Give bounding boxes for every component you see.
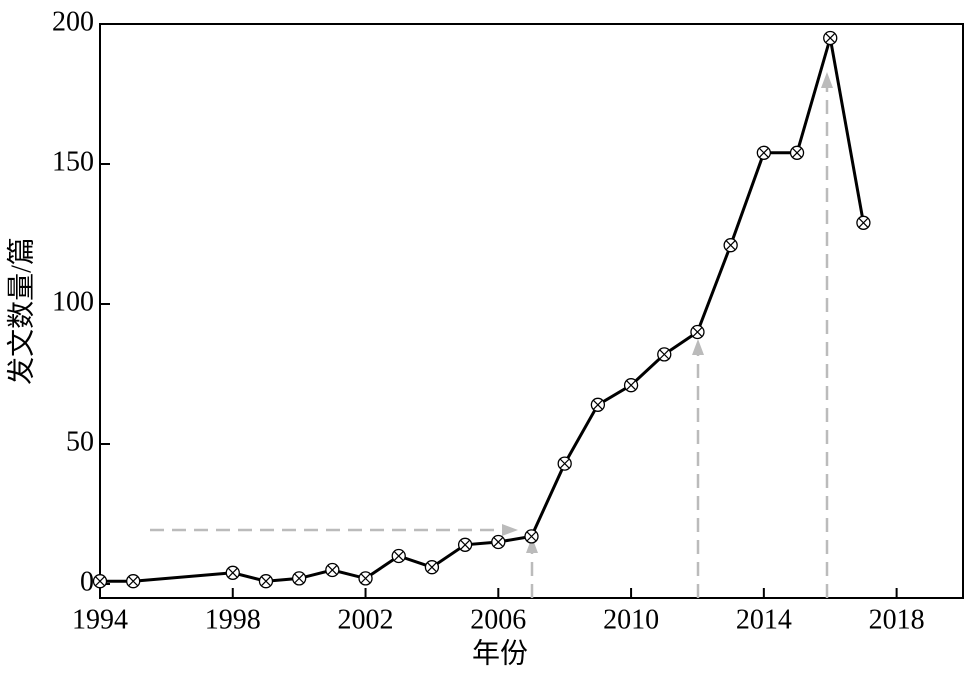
y-tick-label: 200 [52,6,94,37]
data-point [325,562,340,578]
data-point [524,529,539,544]
data-point [424,560,440,575]
data-point [225,565,240,580]
data-point [92,574,108,589]
data-point [358,571,373,586]
data-point [657,347,672,362]
data-point [391,548,406,564]
data-point [292,571,307,586]
x-tick-label: 2006 [470,604,526,635]
data-point [623,378,639,393]
data-point [856,215,871,230]
data-point [457,537,473,552]
x-tick-label: 2018 [869,604,925,635]
data-point [723,238,738,253]
x-tick-label: 1998 [205,604,261,635]
annotation-arrows [150,72,833,598]
y-tick-label: 50 [66,426,94,457]
data-point [756,145,771,160]
y-tick-label: 0 [80,566,94,597]
data-point [258,574,274,589]
data-point [491,534,506,550]
y-axis-label: 发文数量/篇 [5,237,37,385]
x-axis-label: 年份 [472,637,528,669]
y-tick-label: 100 [52,286,94,317]
x-tick-label: 2014 [736,604,792,635]
data-point [126,574,141,589]
x-tick-label: 1994 [72,604,128,635]
data-point [690,324,705,340]
y-tick-label: 150 [52,146,94,177]
x-tick-label: 2002 [338,604,394,635]
data-point [823,30,838,46]
data-point [557,456,572,471]
x-tick-label: 2010 [603,604,659,635]
data-point [789,145,805,160]
series-line [100,37,865,583]
plot-frame [99,23,964,599]
data-point [590,397,606,412]
